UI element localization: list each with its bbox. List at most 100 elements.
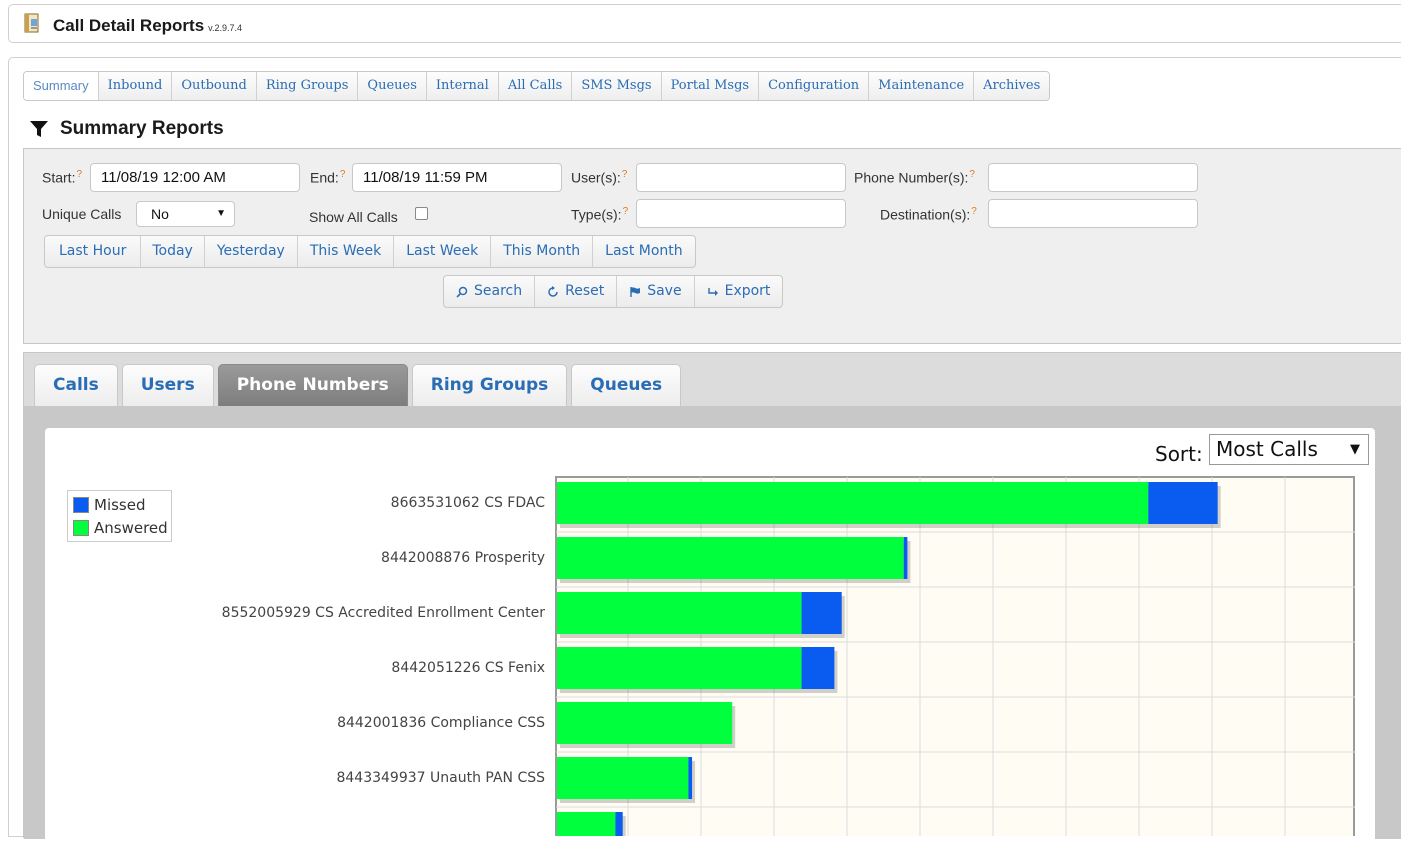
today-button[interactable]: Today [141,236,205,267]
page-title-text: Summary Reports [60,118,224,139]
tab-portal-msgs[interactable]: Portal Msgs [661,72,760,100]
tab-divider [24,406,1401,407]
sort-value: Most Calls [1216,437,1318,461]
yesterday-button[interactable]: Yesterday [205,236,298,267]
show-all-calls-label: Show All Calls [309,209,398,225]
bar-label: 8442001836 Compliance CSS [337,715,545,731]
save-button-label: Save [647,283,682,299]
bar-answered [557,702,733,744]
dropdown-arrow-icon: ▼ [1350,442,1360,457]
tab-all-calls[interactable]: All Calls [498,72,573,100]
tab-queues[interactable]: Queues [358,72,427,100]
export-button-label: Export [724,283,771,299]
search-icon [456,286,468,298]
filter-icon [30,121,48,137]
destinations-label: Destination(s):? [880,206,977,223]
unique-calls-value: No [151,206,169,222]
tab-configuration[interactable]: Configuration [759,72,870,100]
bar-answered [557,647,802,689]
help-icon[interactable]: ? [339,169,346,180]
bar-missed [801,647,835,689]
phone-numbers-input[interactable] [988,163,1198,192]
types-label: Type(s):? [571,206,629,223]
start-date-input[interactable]: 11/08/19 12:00 AM [90,163,300,192]
show-all-calls-checkbox[interactable] [415,207,428,220]
help-icon[interactable]: ? [621,169,628,180]
save-button[interactable]: Save [617,276,695,307]
report-tabs: Calls Users Phone Numbers Ring Groups Qu… [34,364,682,406]
refresh-icon [548,285,558,297]
search-button[interactable]: Search [444,276,536,307]
quick-range-buttons: Last Hour Today Yesterday This Week Last… [44,235,696,268]
action-buttons: Search Reset Save Export [443,275,784,308]
phone-numbers-label: Phone Number(s):? [854,169,975,186]
chart-card: Sort: Most Calls ▼ Missed Answered 866353… [45,428,1375,848]
bar-missed [801,592,842,634]
last-month-button[interactable]: Last Month [605,243,683,259]
help-icon[interactable]: ? [969,169,975,180]
bar-missed [1148,482,1218,524]
app-title-text: Call Detail Reports [53,16,205,35]
legend-swatch-answered [73,520,89,536]
start-label: Start:? [42,169,83,186]
users-label: User(s):? [571,169,628,186]
page-title: Summary Reports [29,118,224,140]
bar-label: 8442008876 Prosperity [381,550,545,566]
bar-label: 8552005929 CS Accredited Enrollment Cent… [221,605,545,621]
tab-report-queues[interactable]: Queues [571,364,682,406]
unique-calls-label: Unique Calls [42,206,122,222]
bar-label: 8443349937 Unauth PAN CSS [336,770,545,786]
help-icon[interactable]: ? [971,206,977,217]
report-book-icon [24,13,39,33]
tab-archives[interactable]: Archives [974,72,1050,100]
bar-chart [555,476,1355,836]
bar-missed [903,537,908,579]
filter-panel: Start:? 11/08/19 12:00 AM End:? 11/08/19… [23,148,1401,344]
tab-users[interactable]: Users [121,364,214,406]
app-header: Call Detail Reports v.2.9.7.4 [8,4,1401,43]
end-date-input[interactable]: 11/08/19 11:59 PM [352,163,562,192]
tab-outbound[interactable]: Outbound [172,72,257,100]
legend-label-answered: Answered [94,519,168,537]
bar-answered [557,812,616,836]
legend-item-answered: Answered [73,519,168,537]
help-icon[interactable]: ? [622,206,629,217]
reset-button[interactable]: Reset [535,276,618,307]
bar-missed [688,757,693,799]
export-arrow-icon [707,287,718,296]
app-title: Call Detail Reports v.2.9.7.4 [53,16,242,36]
last-hour-button[interactable]: Last Hour [45,236,142,267]
bar-answered [557,537,904,579]
export-button[interactable]: Export [695,276,783,307]
sort-select[interactable]: Most Calls ▼ [1209,434,1369,465]
bar-answered [557,757,689,799]
unique-calls-select[interactable]: No ▼ [136,201,235,227]
tab-phone-numbers[interactable]: Phone Numbers [217,364,408,406]
flag-icon [630,286,641,297]
reset-button-label: Reset [565,283,605,299]
legend-label-missed: Missed [94,496,146,514]
tab-internal[interactable]: Internal [426,72,499,100]
types-input[interactable] [636,199,846,228]
bar-label: 8442051226 CS Fenix [391,660,545,676]
help-icon[interactable]: ? [76,169,83,180]
tab-maintenance[interactable]: Maintenance [869,72,975,100]
destinations-input[interactable] [988,199,1198,228]
bar-label: 8663531062 CS FDAC [390,495,545,511]
tab-calls[interactable]: Calls [34,364,118,406]
dropdown-arrow-icon: ▼ [216,208,226,219]
end-label: End:? [310,169,346,186]
last-week-button[interactable]: Last Week [394,236,492,267]
tab-ring-groups[interactable]: Ring Groups [256,72,359,100]
this-month-button[interactable]: This Month [491,236,594,267]
main-panel: Summary Inbound Outbound Ring Groups Que… [8,57,1401,848]
tab-report-ring-groups[interactable]: Ring Groups [411,364,568,406]
nav-tabs: Summary Inbound Outbound Ring Groups Que… [23,71,1051,101]
this-week-button[interactable]: This Week [298,236,395,267]
legend-swatch-missed [73,497,89,513]
users-input[interactable] [636,163,846,192]
sort-label: Sort: [1155,442,1203,466]
tab-sms-msgs[interactable]: SMS Msgs [572,72,662,100]
tab-inbound[interactable]: Inbound [98,72,173,100]
tab-summary[interactable]: Summary [24,72,99,100]
